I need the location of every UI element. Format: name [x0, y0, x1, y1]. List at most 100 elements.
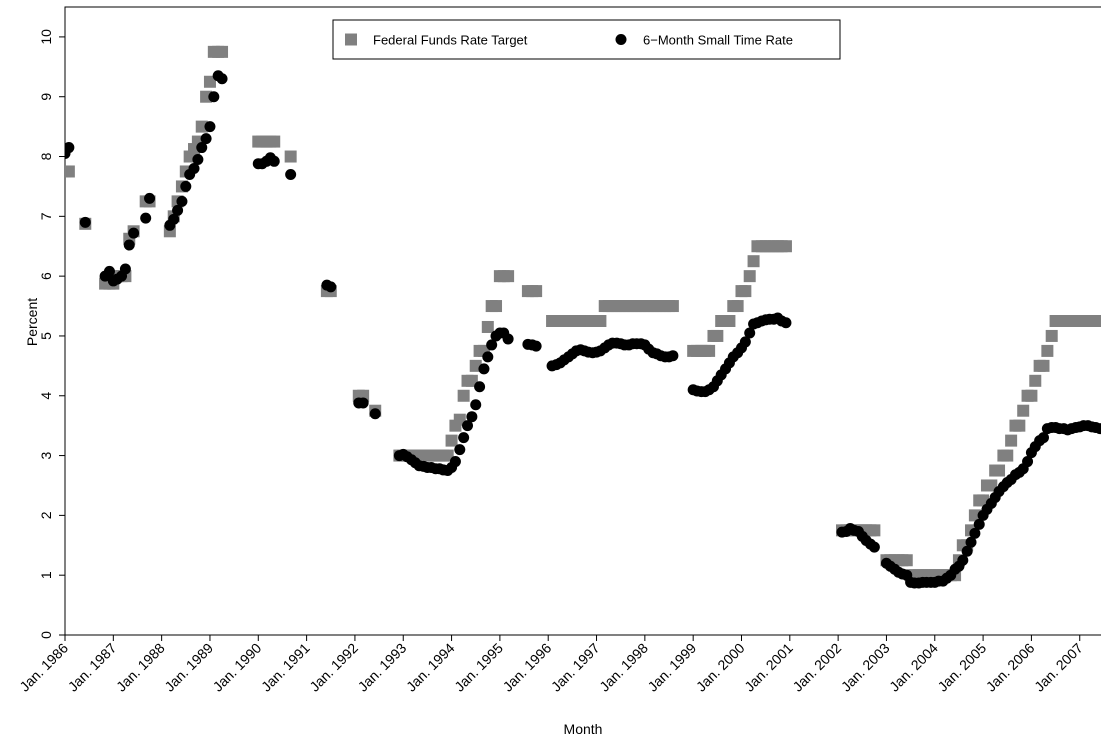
point-circle — [176, 195, 188, 207]
x-tick-label: Jan. 2001 — [741, 640, 796, 695]
point-square — [1037, 359, 1050, 372]
x-tick-label: Jan. 1999 — [644, 640, 699, 695]
point-circle — [458, 432, 470, 444]
point-square — [441, 449, 454, 462]
point-circle — [449, 456, 461, 468]
point-circle — [739, 336, 751, 348]
point-square — [747, 255, 760, 268]
point-circle — [204, 121, 216, 133]
point-square — [739, 285, 752, 298]
point-circle — [216, 73, 228, 85]
x-tick-label: Jan. 2003 — [838, 640, 893, 695]
legend-circle — [615, 34, 627, 45]
x-tick-label: Jan. 1987 — [65, 640, 120, 695]
y-tick-label: 8 — [38, 152, 54, 160]
point-circle — [192, 154, 204, 166]
x-tick-label: Jan. 1992 — [306, 640, 361, 695]
point-circle — [470, 399, 482, 411]
point-circle — [969, 527, 981, 539]
point-circle — [486, 339, 498, 351]
x-tick-label: Jan. 1991 — [258, 640, 313, 695]
legend-label: Federal Funds Rate Target — [373, 33, 528, 48]
point-square — [465, 374, 478, 387]
point-circle — [961, 545, 973, 557]
point-circle — [530, 340, 542, 352]
point-circle — [780, 317, 792, 329]
x-tick-label: Jan. 1998 — [596, 640, 651, 695]
point-square — [1013, 419, 1026, 432]
y-tick-label: 10 — [38, 29, 54, 45]
y-tick-label: 3 — [38, 451, 54, 459]
point-circle — [103, 265, 115, 277]
point-square — [445, 434, 458, 447]
point-square — [1005, 434, 1018, 447]
point-circle — [462, 420, 474, 432]
x-tick-label: Jan. 1994 — [403, 640, 458, 695]
legend-square — [345, 33, 357, 46]
point-circle — [172, 204, 184, 216]
point-square — [1045, 329, 1058, 342]
point-square — [200, 90, 213, 103]
point-square — [666, 300, 679, 313]
x-tick-label: Jan. 2002 — [789, 640, 844, 695]
point-square — [65, 165, 75, 178]
x-tick-label: Jan. 2006 — [983, 640, 1038, 695]
point-circle — [140, 212, 152, 224]
point-square — [594, 315, 607, 327]
point-square — [985, 479, 998, 492]
point-square — [502, 270, 515, 283]
point-square — [123, 232, 136, 245]
x-tick-label: Jan. 1993 — [355, 640, 410, 695]
point-circle — [144, 192, 156, 204]
point-square — [453, 413, 466, 426]
point-circle — [868, 541, 880, 553]
point-square — [530, 285, 543, 298]
point-square — [268, 135, 281, 148]
point-circle — [965, 536, 977, 548]
point-circle — [268, 155, 280, 167]
y-tick-label: 5 — [38, 332, 54, 340]
point-circle — [744, 327, 756, 339]
x-tick-label: Jan. 1988 — [113, 640, 168, 695]
point-square — [723, 315, 736, 327]
point-square — [481, 320, 494, 333]
point-circle — [200, 133, 212, 145]
x-tick-label: Jan. 1995 — [451, 640, 506, 695]
point-square — [993, 464, 1006, 477]
point-circle — [1094, 423, 1101, 435]
plot-area — [65, 45, 1101, 589]
point-circle — [79, 216, 91, 228]
y-tick-label: 9 — [38, 93, 54, 101]
point-circle — [65, 142, 75, 154]
point-circle — [667, 350, 679, 362]
point-circle — [466, 411, 478, 423]
point-square — [1029, 374, 1042, 387]
x-tick-label: Jan. 1997 — [548, 640, 603, 695]
point-square — [968, 509, 981, 522]
point-circle — [128, 227, 140, 239]
legend-box — [332, 19, 841, 60]
point-square — [703, 344, 716, 357]
point-circle — [973, 518, 985, 530]
point-circle — [188, 162, 200, 174]
x-tick-label: Jan. 2005 — [934, 640, 989, 695]
point-square — [731, 300, 744, 313]
point-circle — [478, 363, 490, 375]
y-tick-label: 0 — [38, 631, 54, 639]
point-square — [1025, 389, 1038, 402]
x-tick-label: Jan. 1996 — [500, 640, 555, 695]
point-square — [216, 45, 229, 58]
point-circle — [1037, 432, 1049, 444]
point-circle — [119, 263, 131, 275]
point-square — [743, 270, 756, 283]
point-circle — [1022, 456, 1034, 468]
point-circle — [196, 142, 208, 154]
point-circle — [369, 408, 381, 420]
y-axis-label: Percent — [24, 298, 40, 346]
legend-label: 6−Month Small Time Rate — [643, 33, 793, 48]
point-circle — [357, 397, 369, 409]
x-tick-label: Jan. 2007 — [1031, 640, 1086, 695]
point-square — [711, 329, 724, 342]
plot-frame — [64, 6, 1101, 636]
point-circle — [180, 180, 192, 192]
